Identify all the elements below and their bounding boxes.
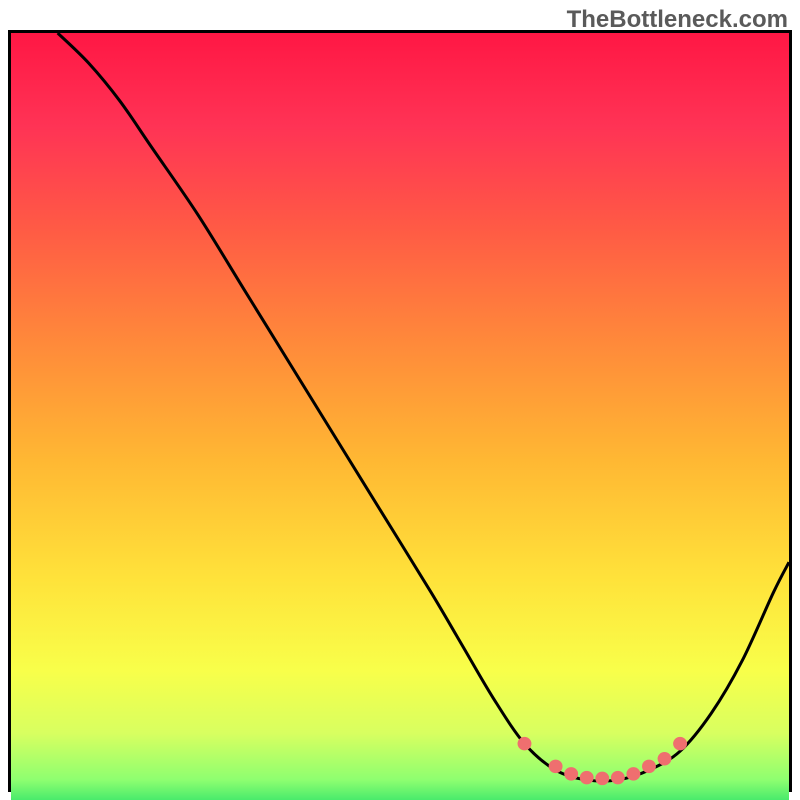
highlight-marker [642,760,656,774]
highlight-marker [564,767,578,780]
highlight-marker [580,771,594,785]
bottleneck-curve [58,33,789,781]
highlight-marker [611,771,625,785]
chart-curve-layer [11,33,789,789]
highlight-marker [658,752,672,766]
highlight-marker [595,772,609,786]
highlight-marker [518,737,532,751]
highlight-marker [549,760,563,774]
watermark-text: TheBottleneck.com [567,6,788,34]
chart-plot-area [8,30,792,792]
highlight-marker [673,737,687,751]
highlight-marker [626,767,640,780]
